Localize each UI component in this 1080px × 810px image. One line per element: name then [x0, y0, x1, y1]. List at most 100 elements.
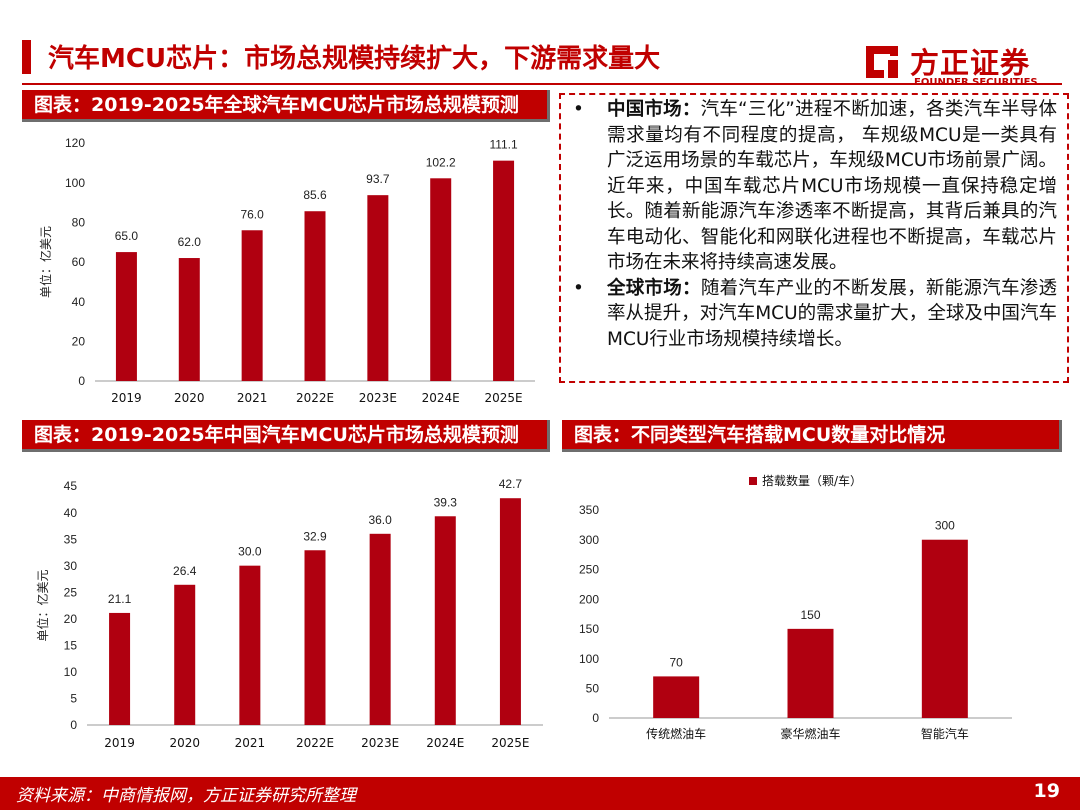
global-mcu-chart-svg: 0 20 40 60 80 100 120 单位：亿美元 65.0 2019 62.0 2020 76.…	[38, 136, 535, 405]
y-tick-label: 10	[64, 665, 78, 679]
value-label: 93.7	[366, 172, 390, 186]
category-label: 2025E	[485, 391, 523, 405]
y-tick-label: 15	[64, 639, 78, 653]
bullet-text: 汽车“三化”进程不断加速，各类汽车半导体需求量均有不同程度的提高， 车规级MCU…	[607, 99, 1057, 273]
bullet-label: 中国市场：	[607, 99, 701, 120]
page-number: 19	[1033, 780, 1060, 802]
legend-label: 搭载数量（颗/车）	[762, 473, 862, 488]
china-mcu-chart: 0 5 10 15 20 25 30 35 40 45 单位：亿美元 21.1 2019 26.4 2020…	[30, 470, 550, 760]
types-chart-title: 图表：不同类型汽车搭载MCU数量对比情况	[562, 420, 1062, 452]
category-label: 2019	[104, 736, 135, 750]
value-label: 76.0	[240, 207, 264, 221]
bar	[430, 178, 452, 381]
y-tick-label: 0	[78, 374, 85, 388]
value-label: 32.9	[303, 529, 327, 543]
legend-swatch	[749, 477, 757, 485]
y-tick-label: 0	[592, 711, 599, 725]
y-tick-label: 200	[579, 592, 599, 606]
y-tick-label: 40	[72, 295, 86, 309]
y-tick-label: 100	[65, 176, 85, 190]
footer-bar: 资料来源：中商情报网，方正证券研究所整理 19	[0, 777, 1080, 810]
bar	[921, 539, 968, 718]
bar	[653, 676, 700, 718]
category-label: 2020	[169, 736, 200, 750]
title-accent-bar	[22, 40, 31, 74]
value-label: 30.0	[238, 545, 262, 559]
y-tick-label: 20	[64, 612, 78, 626]
analysis-textbox: • 中国市场：汽车“三化”进程不断加速，各类汽车半导体需求量均有不同程度的提高，…	[559, 93, 1069, 383]
category-label: 2024E	[422, 391, 460, 405]
y-tick-label: 150	[579, 622, 599, 636]
value-label: 21.1	[108, 592, 132, 606]
value-label: 62.0	[178, 235, 202, 249]
y-tick-label: 30	[64, 559, 78, 573]
y-tick-label: 60	[72, 255, 86, 269]
y-tick-label: 250	[579, 563, 599, 577]
y-tick-label: 5	[70, 692, 77, 706]
bullet-label: 全球市场：	[607, 277, 701, 299]
category-label: 智能汽车	[921, 726, 969, 741]
y-tick-label: 25	[64, 585, 78, 599]
bullet-dot-icon: •	[573, 277, 584, 299]
value-label: 42.7	[499, 477, 523, 491]
bullet-global-market: • 全球市场：随着汽车产业的不断发展，新能源汽车渗透率从提升，对汽车MCU的需求…	[561, 276, 1057, 353]
y-tick-label: 45	[64, 479, 78, 493]
bar	[367, 195, 389, 381]
china-chart-title: 图表：2019-2025年中国汽车MCU芯片市场总规模预测	[22, 420, 550, 452]
bullet-text: 随着汽车产业的不断发展，新能源汽车渗透率从提升，对汽车MCU的需求量扩大，全球及…	[607, 277, 1057, 350]
bar	[115, 252, 137, 381]
bar	[304, 550, 326, 725]
bar	[174, 584, 196, 725]
y-tick-label: 0	[70, 718, 77, 732]
global-mcu-chart: 0 20 40 60 80 100 120 单位：亿美元 65.0 2019 62.0 2020 76.…	[30, 128, 550, 410]
bar	[178, 258, 200, 381]
category-label: 2022E	[296, 736, 334, 750]
value-label: 150	[800, 608, 820, 622]
footer-source: 资料来源：中商情报网，方正证券研究所整理	[16, 786, 356, 806]
value-label: 26.4	[173, 564, 197, 578]
bar	[787, 628, 834, 718]
types-mcu-chart: 0 50 100 150 200 250 300 350 70 传统燃油车 150 豪华燃油车 300 智…	[565, 470, 1055, 750]
bar	[493, 160, 515, 381]
page-title: 汽车MCU芯片：市场总规模持续扩大，下游需求量大	[48, 44, 661, 74]
category-label: 2021	[237, 391, 268, 405]
y-tick-label: 120	[65, 136, 85, 150]
logo-text-cn: 方正证券	[910, 46, 1031, 80]
value-label: 65.0	[115, 229, 139, 243]
china-mcu-chart-svg: 0 5 10 15 20 25 30 35 40 45 单位：亿美元 21.1 2019 26.4 2020…	[35, 477, 543, 750]
y-tick-label: 20	[72, 335, 86, 349]
category-label: 2020	[174, 391, 205, 405]
founder-logo: 方正证券 FOUNDER SECURITIES	[862, 40, 1062, 90]
category-label: 2023E	[359, 391, 397, 405]
y-tick-label: 80	[72, 216, 86, 230]
bar	[304, 211, 326, 381]
bar	[434, 516, 456, 725]
category-label: 2022E	[296, 391, 334, 405]
value-label: 36.0	[368, 513, 392, 527]
bar	[499, 498, 521, 725]
category-label: 2019	[111, 391, 142, 405]
value-label: 300	[935, 519, 955, 533]
bar	[369, 533, 391, 725]
y-tick-label: 300	[579, 533, 599, 547]
category-label: 2023E	[361, 736, 399, 750]
types-mcu-chart-svg: 0 50 100 150 200 250 300 350 70 传统燃油车 150 豪华燃油车 300 智…	[579, 473, 1012, 741]
y-axis-title: 单位：亿美元	[35, 569, 50, 641]
value-label: 39.3	[434, 495, 458, 509]
value-label: 102.2	[426, 155, 456, 169]
bar	[241, 230, 263, 381]
y-tick-label: 350	[579, 503, 599, 517]
category-label: 2025E	[491, 736, 529, 750]
bullet-china-market: • 中国市场：汽车“三化”进程不断加速，各类汽车半导体需求量均有不同程度的提高，…	[561, 97, 1057, 276]
y-tick-label: 50	[586, 681, 600, 695]
y-tick-label: 100	[579, 652, 599, 666]
value-label: 85.6	[303, 188, 327, 202]
y-tick-label: 40	[64, 506, 78, 520]
title-divider	[22, 83, 1062, 85]
logo-text-en: FOUNDER SECURITIES	[914, 77, 1038, 88]
bar	[239, 565, 261, 725]
category-label: 传统燃油车	[646, 726, 706, 741]
global-chart-title: 图表：2019-2025年全球汽车MCU芯片市场总规模预测	[22, 90, 550, 122]
category-label: 豪华燃油车	[780, 726, 840, 741]
founder-logo-mark-icon	[866, 46, 898, 78]
